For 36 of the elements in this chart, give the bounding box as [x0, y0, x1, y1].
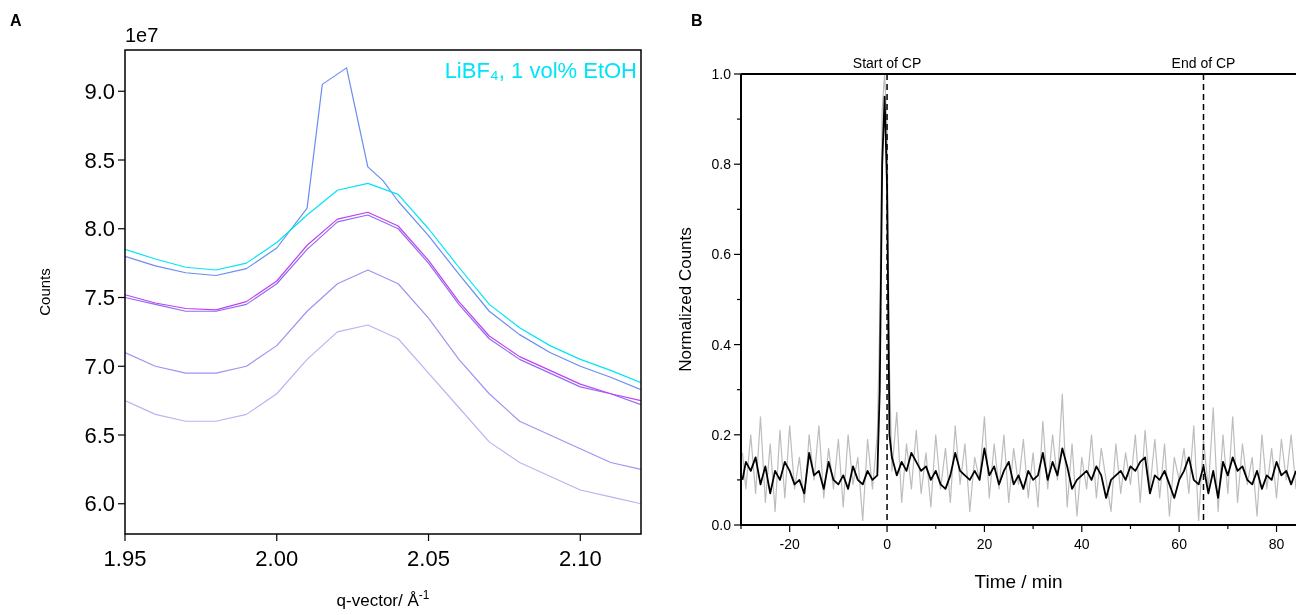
y-axis-title: Normalized Counts	[676, 227, 695, 372]
y-tick-label: 0.4	[711, 336, 732, 353]
x-axis-title: Time / min	[974, 571, 1063, 592]
text: A	[10, 12, 22, 29]
x-tick-label: 1.95	[103, 546, 147, 571]
x-tick-label: 2.05	[407, 546, 450, 571]
x-tick-label: -20	[779, 536, 801, 552]
x-tick-label: 20	[976, 536, 993, 552]
text: B	[691, 12, 703, 29]
annotation: LiBF₄, 1 vol% EtOH	[444, 58, 637, 83]
y-tick-label: 0.2	[711, 426, 732, 443]
line-series	[125, 269, 641, 470]
x-tick-label: 60	[1171, 536, 1188, 552]
ref-line-label: End of CP	[1171, 55, 1236, 71]
x-tick-label: 0	[883, 536, 892, 552]
y-tick-label: 6.0	[84, 491, 115, 517]
text: 1e7	[125, 24, 159, 46]
x-tick-label: 80	[1268, 536, 1285, 552]
y-tick-label: 8.5	[84, 147, 115, 173]
y-tick-label: 8.0	[84, 216, 115, 242]
x-axis-title: q-vector/ Å$^{-1}$	[336, 588, 430, 610]
line-series	[125, 182, 641, 384]
line-series	[125, 324, 641, 505]
x-tick-label: 2.00	[255, 546, 299, 571]
y-axis-title: Counts	[36, 268, 53, 316]
y-tick-label: 9.0	[84, 78, 115, 104]
y-tick-label: 0.8	[711, 156, 732, 173]
ref-line-label: Start of CP	[852, 55, 922, 71]
x-tick-label: 2.10	[558, 546, 602, 571]
y-tick-label: 0.0	[711, 516, 732, 533]
y-tick-label: 1.0	[711, 65, 732, 82]
y-tick-label: 0.6	[711, 246, 732, 263]
y-tick-label: 6.5	[84, 422, 115, 448]
x-tick-label: 40	[1074, 536, 1090, 552]
y-tick-label: 7.5	[84, 285, 115, 311]
y-tick-label: 7.0	[84, 353, 115, 379]
